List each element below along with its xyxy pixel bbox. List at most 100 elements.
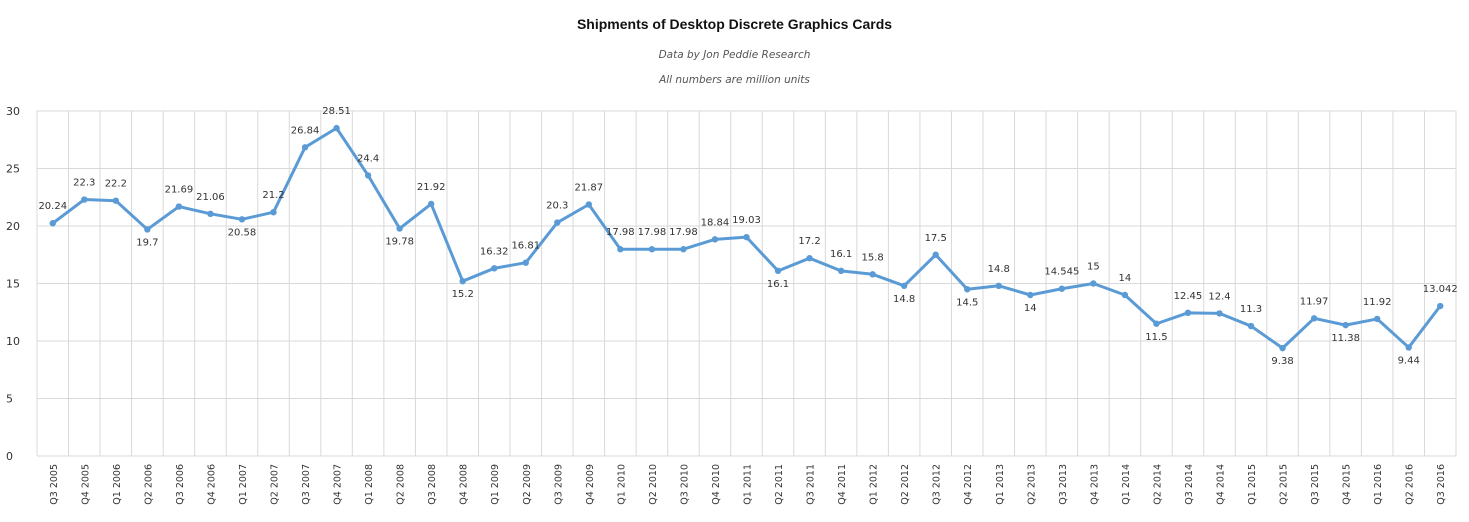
data-point: [396, 225, 403, 232]
data-point: [1247, 322, 1255, 330]
x-tick-label: Q4 2013: [1089, 464, 1100, 505]
y-tick-label: 25: [6, 163, 20, 176]
data-label: 20.24: [38, 201, 67, 212]
data-point: [680, 246, 687, 253]
data-label: 14.8: [988, 264, 1010, 275]
x-tick-label: Q2 2011: [774, 464, 785, 505]
x-tick-label: Q2 2008: [396, 464, 407, 505]
data-point: [144, 226, 151, 233]
x-tick-label: Q3 2008: [427, 464, 438, 505]
x-tick-label: Q3 2016: [1436, 464, 1447, 505]
data-label: 13.042: [1423, 284, 1458, 295]
data-point: [1153, 320, 1160, 327]
chart-title: Shipments of Desktop Discrete Graphics C…: [576, 16, 893, 32]
data-label: 14: [1119, 273, 1132, 284]
data-point: [1027, 291, 1034, 299]
data-point: [900, 282, 908, 289]
data-point: [964, 286, 971, 293]
data-label: 15.8: [862, 252, 884, 263]
data-label: 19.7: [136, 237, 158, 248]
data-label: 11.97: [1300, 296, 1329, 307]
y-tick-label: 5: [6, 393, 13, 406]
data-point: [995, 282, 1002, 289]
data-point: [427, 200, 435, 208]
data-point: [1279, 344, 1286, 352]
x-tick-label: Q1 2006: [112, 464, 123, 505]
data-label: 21.06: [196, 192, 225, 203]
data-point: [459, 278, 466, 285]
data-label: 17.98: [606, 227, 635, 238]
y-tick-label: 15: [6, 278, 20, 291]
x-tick-label: Q2 2006: [143, 464, 154, 505]
x-tick-label: Q1 2011: [743, 464, 754, 505]
x-tick-label: Q2 2012: [900, 464, 911, 505]
y-tick-label: 20: [6, 220, 20, 233]
data-point: [175, 203, 183, 210]
data-label: 14: [1024, 303, 1037, 314]
data-point: [743, 233, 750, 241]
data-label: 28.51: [322, 106, 351, 117]
x-tick-label: Q4 2008: [459, 464, 470, 505]
data-label: 21.2: [262, 190, 284, 201]
data-point: [774, 267, 782, 275]
x-tick-label: Q1 2012: [869, 464, 880, 505]
x-tick-label: Q3 2009: [553, 464, 564, 505]
x-tick-label: Q3 2015: [1310, 464, 1321, 505]
data-point: [522, 259, 529, 266]
data-point: [1216, 310, 1223, 317]
x-tick-label: Q1 2014: [1121, 464, 1132, 505]
data-label: 14.545: [1044, 267, 1079, 278]
x-tick-label: Q2 2014: [1152, 464, 1163, 505]
data-point: [837, 267, 845, 275]
data-label: 15.2: [452, 289, 474, 300]
x-tick-label: Q1 2007: [238, 464, 249, 505]
data-point: [49, 220, 56, 227]
data-point: [806, 255, 813, 262]
y-tick-label: 10: [6, 335, 20, 348]
data-label: 22.3: [73, 178, 95, 189]
data-label: 17.98: [638, 227, 667, 238]
x-tick-label: Q2 2007: [270, 464, 281, 505]
data-label: 19.03: [732, 215, 761, 226]
data-label: 16.1: [767, 279, 789, 290]
data-label: 11.5: [1145, 332, 1167, 343]
x-tick-label: Q1 2010: [616, 464, 627, 505]
data-point: [364, 172, 372, 179]
data-label: 21.92: [417, 182, 446, 193]
data-label: 17.5: [925, 233, 947, 244]
data-point: [869, 271, 876, 278]
x-tick-label: Q4 2010: [711, 464, 722, 505]
x-tick-label: Q3 2010: [679, 464, 690, 505]
x-tick-label: Q3 2007: [301, 464, 312, 505]
x-tick-label: Q3 2006: [175, 464, 186, 505]
x-tick-label: Q4 2007: [333, 464, 344, 505]
x-tick-label: Q1 2015: [1247, 464, 1258, 505]
data-label: 16.81: [511, 241, 540, 252]
data-label: 19.78: [385, 237, 414, 248]
data-point: [112, 197, 120, 204]
x-tick-label: Q4 2006: [206, 464, 217, 505]
data-point: [1121, 291, 1129, 299]
data-label: 14.5: [956, 297, 978, 308]
data-point: [932, 251, 939, 258]
data-label: 17.98: [669, 227, 698, 238]
x-tick-label: Q3 2012: [932, 464, 943, 505]
data-label: 9.44: [1398, 355, 1420, 366]
x-tick-label: Q2 2016: [1405, 464, 1416, 505]
x-tick-label: Q3 2011: [806, 464, 817, 505]
data-point: [711, 236, 719, 243]
data-point: [333, 124, 340, 132]
data-label: 20.58: [228, 227, 257, 238]
data-point: [1058, 285, 1066, 292]
data-point: [1184, 309, 1192, 317]
data-label: 12.4: [1208, 291, 1230, 302]
x-tick-label: Q2 2015: [1279, 464, 1290, 505]
data-label: 14.8: [893, 294, 915, 305]
x-tick-label: Q3 2013: [1058, 464, 1069, 505]
data-label: 26.84: [291, 125, 320, 136]
data-label: 15: [1087, 262, 1100, 273]
x-tick-label: Q2 2009: [522, 464, 533, 505]
data-point: [491, 265, 498, 272]
data-point: [207, 210, 214, 218]
